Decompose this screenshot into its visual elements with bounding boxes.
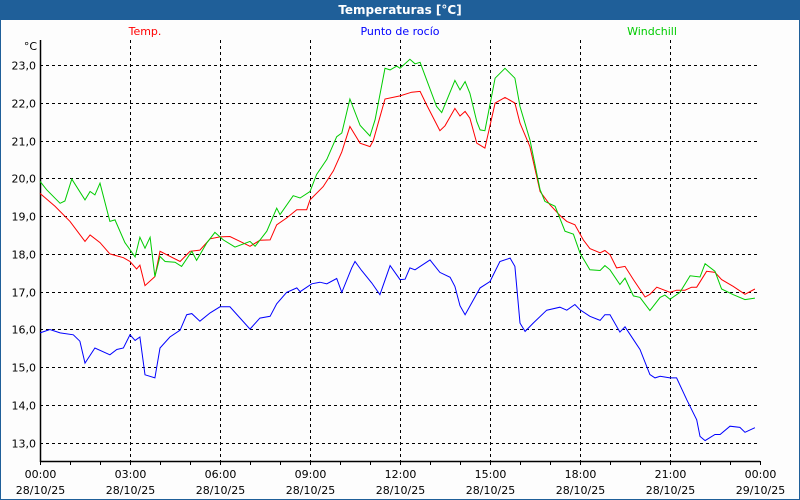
x-tick-date: 28/10/25 bbox=[286, 484, 335, 497]
x-tick-date: 29/10/25 bbox=[736, 484, 785, 497]
chart-title: Temperaturas [°C] bbox=[0, 0, 800, 20]
y-tick-label: 22,0 bbox=[12, 98, 37, 111]
y-tick-label: 20,0 bbox=[12, 173, 37, 186]
x-tick-time: 21:00 bbox=[655, 468, 687, 481]
x-tick-date: 28/10/25 bbox=[16, 484, 65, 497]
y-tick-label: 21,0 bbox=[12, 136, 37, 149]
legend: Temp. Punto de rocío Windchill bbox=[128, 25, 677, 38]
y-tick-label: 13,0 bbox=[12, 438, 37, 451]
y-axis-unit: °C bbox=[24, 40, 38, 53]
series-line-temp bbox=[39, 90, 756, 298]
series-line-windchill bbox=[39, 58, 755, 312]
legend-entry: Temp. bbox=[128, 25, 162, 38]
y-tick-label: 14,0 bbox=[12, 400, 37, 413]
x-tick-time: 15:00 bbox=[475, 468, 507, 481]
x-tick-date: 28/10/25 bbox=[106, 484, 155, 497]
x-tick-date: 28/10/25 bbox=[556, 484, 605, 497]
y-tick-label: 18,0 bbox=[12, 249, 37, 262]
x-tick-time: 00:00 bbox=[745, 468, 777, 481]
y-tick-label: 23,0 bbox=[12, 60, 37, 73]
x-tick-time: 18:00 bbox=[565, 468, 597, 481]
x-tick-date: 28/10/25 bbox=[646, 484, 695, 497]
series-line-punto-de-roc-o bbox=[39, 257, 756, 442]
series-lines bbox=[39, 58, 756, 442]
x-tick-time: 03:00 bbox=[115, 468, 147, 481]
x-tick-time: 12:00 bbox=[385, 468, 417, 481]
y-tick-label: 15,0 bbox=[12, 362, 37, 375]
x-tick-date: 28/10/25 bbox=[196, 484, 245, 497]
x-tick-time: 00:00 bbox=[25, 468, 57, 481]
axes: 13,0 14,0 15,0 16,0 17,0 18,0 19,0 20,0 21,0 22,0… bbox=[12, 40, 785, 497]
x-tick-time: 09:00 bbox=[295, 468, 327, 481]
grid bbox=[40, 40, 760, 461]
x-tick-date: 28/10/25 bbox=[376, 484, 425, 497]
x-tick-date: 28/10/25 bbox=[466, 484, 515, 497]
y-tick-label: 19,0 bbox=[12, 211, 37, 224]
y-tick-label: 16,0 bbox=[12, 324, 37, 337]
y-tick-label: 17,0 bbox=[12, 287, 37, 300]
legend-entry: Windchill bbox=[627, 25, 677, 38]
legend-entry: Punto de rocío bbox=[360, 25, 439, 38]
x-tick-time: 06:00 bbox=[205, 468, 237, 481]
